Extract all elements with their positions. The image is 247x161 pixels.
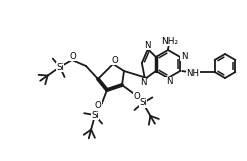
- Text: O: O: [95, 101, 101, 110]
- Text: Si: Si: [139, 98, 147, 107]
- Text: Si: Si: [91, 111, 99, 120]
- Text: N: N: [166, 77, 172, 86]
- Text: NH: NH: [187, 68, 200, 77]
- Text: Si: Si: [56, 62, 64, 71]
- Text: N: N: [140, 78, 146, 87]
- Text: N: N: [181, 52, 187, 61]
- Text: O: O: [112, 56, 118, 65]
- Text: N: N: [144, 41, 150, 50]
- Text: O: O: [134, 91, 140, 100]
- Text: NH₂: NH₂: [162, 37, 179, 46]
- Text: O: O: [70, 52, 76, 61]
